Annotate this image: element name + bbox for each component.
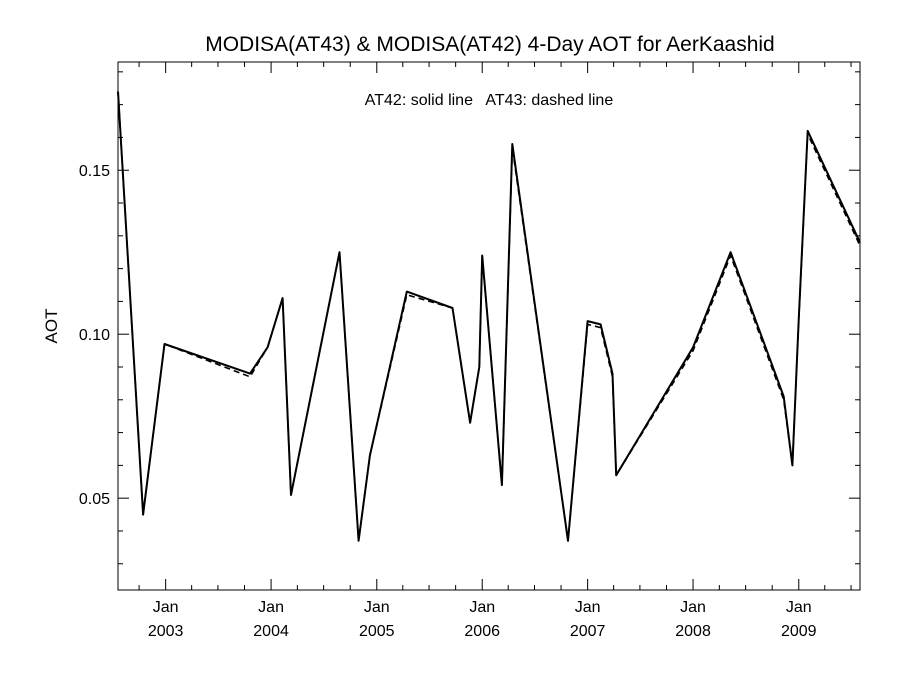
axis-ticks: 0.05 0.10 0.15 Jan 2003 Jan 2004 Jan 2005 Jan 2006… xyxy=(79,62,860,640)
x-tick-month-label: Jan xyxy=(680,599,706,616)
x-tick-year-label: 2007 xyxy=(570,623,606,640)
x-tick-year-label: 2006 xyxy=(464,623,500,640)
x-tick-month-label: Jan xyxy=(469,599,495,616)
chart-title: MODISA(AT43) & MODISA(AT42) 4-Day AOT fo… xyxy=(205,33,775,56)
x-tick-month-label: Jan xyxy=(364,599,390,616)
series-line-at42 xyxy=(117,91,861,542)
x-tick-month-label: Jan xyxy=(258,599,284,616)
x-tick-month-label: Jan xyxy=(786,599,812,616)
x-tick-year-label: 2005 xyxy=(359,623,395,640)
x-tick-year-label: 2009 xyxy=(781,623,817,640)
y-axis-label: AOT xyxy=(42,309,61,344)
y-tick-label: 0.15 xyxy=(79,163,110,180)
y-tick-label: 0.10 xyxy=(79,327,110,344)
line-style-annotation: AT42: solid line AT43: dashed line xyxy=(365,92,614,109)
x-tick-month-label: Jan xyxy=(153,599,179,616)
series-line-at43 xyxy=(117,91,861,542)
series-group xyxy=(117,91,861,542)
x-tick-year-label: 2004 xyxy=(253,623,289,640)
x-tick-year-label: 2003 xyxy=(148,623,184,640)
x-tick-month-label: Jan xyxy=(575,599,601,616)
plot-frame xyxy=(117,61,861,591)
y-tick-label: 0.05 xyxy=(79,491,110,508)
x-tick-year-label: 2008 xyxy=(675,623,711,640)
